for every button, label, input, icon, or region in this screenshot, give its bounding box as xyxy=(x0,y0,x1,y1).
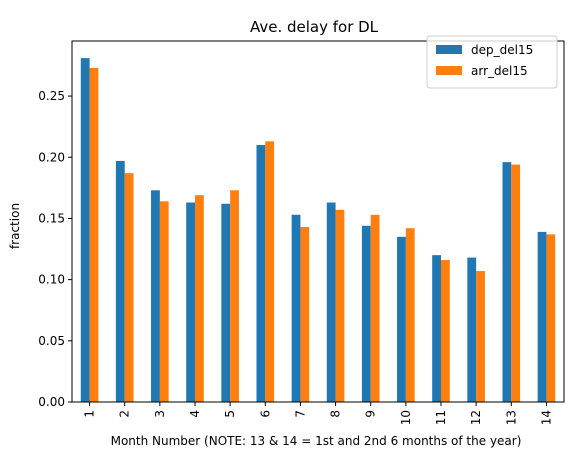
x-tick-label: 1 xyxy=(83,410,97,418)
bar-dep_del15-1 xyxy=(80,58,90,402)
plot-frame xyxy=(71,40,565,403)
bar-arr_del15-9 xyxy=(370,214,380,402)
bar-dep_del15-3 xyxy=(151,190,160,402)
x-tick-label: 3 xyxy=(153,410,167,418)
bar-arr_del15-11 xyxy=(441,260,450,402)
x-tick-label: 11 xyxy=(434,410,448,425)
bar-dep_del15-8 xyxy=(326,202,336,402)
bar-dep_del15-11 xyxy=(432,255,441,402)
bar-dep_del15-6 xyxy=(256,145,266,402)
chart-title: Ave. delay for DL xyxy=(250,18,379,36)
bar-arr_del15-1 xyxy=(89,67,99,403)
x-tick-label: 13 xyxy=(504,410,518,425)
bar-dep_del15-4 xyxy=(186,202,195,402)
x-tick-label: 9 xyxy=(364,410,378,418)
x-tick-label: 14 xyxy=(539,410,553,425)
x-tick-label: 4 xyxy=(188,410,202,418)
x-tick-label: 6 xyxy=(258,410,272,418)
bar-arr_del15-8 xyxy=(335,209,345,402)
bar-arr_del15-10 xyxy=(405,228,415,402)
y-tick-label: 0.15 xyxy=(38,211,65,225)
legend-label-arr_del15: arr_del15 xyxy=(471,64,528,78)
y-tick-label: 0.00 xyxy=(38,395,65,409)
bar-dep_del15-10 xyxy=(397,236,406,402)
bar-arr_del15-13 xyxy=(511,164,521,402)
bar-arr_del15-4 xyxy=(195,195,204,402)
bar-arr_del15-2 xyxy=(124,173,134,402)
bar-arr_del15-6 xyxy=(265,141,275,402)
legend-swatch-arr_del15 xyxy=(436,66,462,75)
bar-dep_del15-5 xyxy=(221,203,231,402)
plot-area: 0.000.050.100.150.200.251 2 3 4 5 6 7 8 9 10 11 12 1… xyxy=(38,58,556,425)
bar-arr_del15-5 xyxy=(230,190,239,402)
x-tick-label: 2 xyxy=(118,410,132,418)
y-tick-label: 0.20 xyxy=(38,150,65,164)
bar-arr_del15-14 xyxy=(546,234,556,402)
bar-dep_del15-13 xyxy=(502,162,512,402)
bar-arr_del15-12 xyxy=(476,271,485,402)
bar-dep_del15-12 xyxy=(467,257,477,402)
bar-dep_del15-14 xyxy=(537,231,547,402)
bar-arr_del15-3 xyxy=(159,201,169,402)
y-axis-label: fraction xyxy=(8,203,22,249)
x-tick-label: 10 xyxy=(399,410,413,425)
y-tick-label: 0.05 xyxy=(38,334,65,348)
x-tick-label: 12 xyxy=(469,410,483,425)
bar-dep_del15-9 xyxy=(361,225,371,402)
y-tick-label: 0.10 xyxy=(38,273,65,287)
x-tick-label: 5 xyxy=(223,410,237,418)
x-tick-label: 8 xyxy=(329,410,343,418)
y-tick-label: 0.25 xyxy=(38,89,65,103)
legend-swatch-dep_del15 xyxy=(436,45,462,54)
x-axis-label: Month Number (NOTE: 13 & 14 = 1st and 2n… xyxy=(111,434,522,448)
bar-arr_del15-7 xyxy=(300,227,310,402)
x-tick-label: 7 xyxy=(293,410,307,418)
legend: dep_del15 arr_del15 xyxy=(426,35,558,89)
bar-dep_del15-7 xyxy=(291,214,301,402)
bar-dep_del15-2 xyxy=(115,160,125,402)
legend-label-dep_del15: dep_del15 xyxy=(471,43,533,57)
